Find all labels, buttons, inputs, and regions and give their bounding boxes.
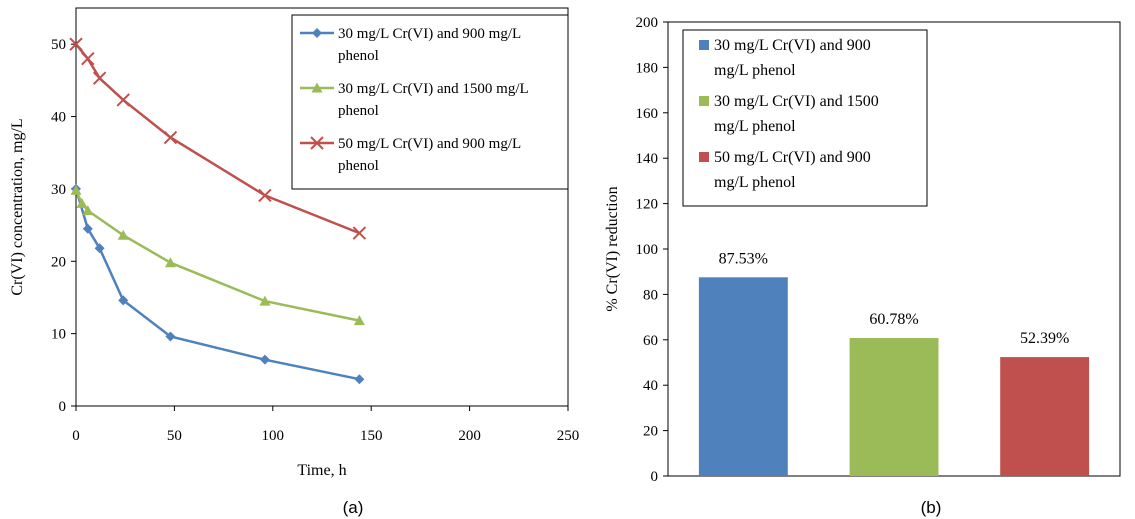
data-point	[118, 295, 129, 306]
legend-label: 30 mg/L Cr(VI) and 900	[714, 37, 871, 54]
legend-entry-2: 30 mg/L Cr(VI) and 1500 mg/L phenol	[699, 93, 879, 135]
panel-label-b: (b)	[921, 498, 942, 517]
y-tick-label: 60	[643, 333, 658, 349]
data-point	[259, 295, 271, 306]
legend-label: 30 mg/L Cr(VI) and 900 mg/L	[338, 26, 521, 42]
x-axis-label: Time, h	[297, 462, 346, 479]
bars-group: 87.53% 60.78% 52.39%	[698, 250, 1090, 476]
data-point	[82, 205, 94, 216]
bar-1	[698, 277, 788, 476]
data-point	[352, 226, 367, 240]
data-point	[353, 315, 365, 326]
y-tick-label: 50	[51, 37, 66, 53]
series-1	[71, 183, 365, 385]
data-point	[94, 243, 105, 254]
data-point	[163, 130, 178, 145]
legend-marker	[311, 82, 323, 93]
data-point	[117, 229, 129, 240]
legend-entry-1: 30 mg/L Cr(VI) and 900 mg/L phenol	[300, 26, 521, 64]
legend-label: 50 mg/L Cr(VI) and 900 mg/L	[338, 136, 521, 152]
bar-2	[849, 338, 939, 476]
data-point	[81, 51, 95, 66]
y-tick-labels: 0 10 20 30 40 50	[51, 37, 76, 415]
legend-swatch	[699, 40, 709, 50]
legend-entry-2: 30 mg/L Cr(VI) and 1500 mg/L phenol	[300, 81, 529, 119]
legend-label: 50 mg/L Cr(VI) and 900	[714, 149, 871, 166]
y-tick-label: 20	[643, 424, 658, 440]
y-tick-label: 180	[636, 60, 659, 76]
y-tick-label: 0	[59, 399, 67, 415]
data-point	[92, 71, 107, 85]
data-point	[165, 331, 176, 342]
y-tick-label: 40	[643, 378, 658, 394]
x-tick-label: 250	[557, 428, 580, 444]
data-point	[82, 223, 93, 234]
y-tick-label: 120	[636, 197, 659, 213]
legend-label: phenol	[338, 103, 379, 119]
x-tick-label: 100	[262, 428, 285, 444]
data-label: 87.53%	[719, 250, 768, 267]
y-axis-label: % Cr(VI) reduction	[604, 186, 621, 311]
x-tick-label: 0	[72, 428, 80, 444]
x-tick-label: 200	[458, 428, 481, 444]
x-tick-labels: 0 50 100 150 200 250	[72, 406, 579, 444]
line-chart-panel: 0 10 20 30 40 50 0 50 100 150 200 250 Time, h Cr(V…	[9, 7, 579, 517]
y-tick-label: 200	[636, 15, 659, 31]
legend-box	[291, 14, 569, 190]
series-line	[74, 189, 360, 322]
legend-marker	[312, 28, 322, 38]
series-2	[70, 184, 365, 326]
panel-label-a: (a)	[343, 498, 364, 517]
data-label: 52.39%	[1020, 330, 1069, 347]
y-tick-labels: 0 20 40 60 80 100 120 140 160 180 200	[636, 15, 668, 485]
legend-label: 30 mg/L Cr(VI) and 1500	[714, 93, 879, 110]
y-tick-label: 140	[636, 151, 659, 167]
series-group	[69, 37, 367, 385]
y-tick-label: 0	[651, 469, 659, 485]
legend-entry-3: 50 mg/L Cr(VI) and 900 mg/L phenol	[699, 149, 871, 191]
bar-chart-panel: 0 20 40 60 80 100 120 140 160 180 200 87.53% 60.78%…	[604, 15, 1121, 517]
legend-entry-3: 50 mg/L Cr(VI) and 900 mg/L phenol	[300, 136, 521, 174]
legend-label: mg/L phenol	[714, 174, 796, 191]
data-point	[164, 257, 176, 268]
legend-label: mg/L phenol	[714, 62, 796, 79]
y-axis-label: Cr(VI) concentration, mg/L	[9, 118, 26, 295]
series-3	[69, 37, 367, 240]
legend-marker	[310, 136, 324, 150]
data-point	[70, 184, 82, 195]
y-tick-label: 100	[636, 242, 659, 258]
data-label: 60.78%	[869, 311, 918, 328]
data-point	[258, 188, 272, 203]
y-tick-label: 160	[636, 106, 659, 122]
y-tick-label: 10	[51, 327, 66, 343]
data-point	[76, 197, 88, 208]
legend-label: phenol	[338, 48, 379, 64]
y-tick-label: 40	[51, 110, 66, 126]
x-tick-label: 50	[167, 428, 182, 444]
bar-3	[1000, 357, 1090, 476]
legend-label: phenol	[338, 158, 379, 174]
data-point	[259, 354, 270, 365]
y-tick-label: 80	[643, 287, 658, 303]
data-point	[69, 37, 83, 51]
y-tick-label: 30	[51, 182, 66, 198]
legend-swatch	[699, 96, 709, 106]
data-point	[354, 374, 365, 385]
data-point	[116, 93, 130, 107]
legend-entry-1: 30 mg/L Cr(VI) and 900 mg/L phenol	[699, 37, 871, 79]
legend-label: mg/L phenol	[714, 118, 796, 135]
y-tick-label: 20	[51, 254, 66, 270]
x-tick-label: 150	[360, 428, 383, 444]
legend-box	[682, 29, 928, 207]
legend-label: 30 mg/L Cr(VI) and 1500 mg/L	[338, 81, 529, 97]
legend-swatch	[699, 152, 709, 162]
